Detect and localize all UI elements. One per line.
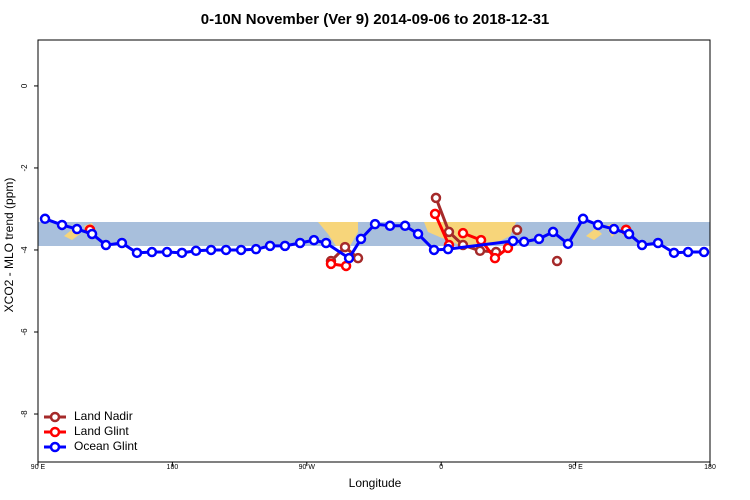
data-point <box>355 233 367 245</box>
data-point <box>71 223 83 235</box>
x-axis-label: Longitude <box>349 476 402 490</box>
data-point <box>279 240 291 252</box>
chart-title: 0-10N November (Ver 9) 2014-09-06 to 201… <box>201 11 550 28</box>
data-point <box>56 219 68 231</box>
data-point <box>352 252 364 264</box>
y-axis-label: XCO2 - MLO trend (ppm) <box>2 178 16 313</box>
data-point <box>320 237 332 249</box>
data-point <box>235 244 247 256</box>
data-point <box>86 228 98 240</box>
data-point <box>412 228 424 240</box>
data-point <box>682 246 694 258</box>
data-point <box>475 234 487 246</box>
x-tick-label: 90 E <box>568 464 583 471</box>
data-point <box>502 242 514 254</box>
data-point <box>131 247 143 259</box>
x-tick-label: 180 <box>704 464 716 471</box>
x-tick-label: 90 E <box>31 464 46 471</box>
y-tick-label: 0 <box>20 83 29 88</box>
data-point <box>384 220 396 232</box>
series-line <box>462 231 509 260</box>
y-tick-label: -4 <box>20 246 29 254</box>
data-point <box>264 240 276 252</box>
data-point <box>698 246 710 258</box>
data-point <box>220 244 232 256</box>
data-point <box>623 228 635 240</box>
data-point <box>325 258 337 270</box>
data-point <box>343 252 355 264</box>
x-tick-label: 0 <box>439 464 443 471</box>
data-point <box>592 219 604 231</box>
data-point <box>369 218 381 230</box>
data-point <box>100 239 112 251</box>
legend-marker <box>49 426 61 438</box>
data-point <box>668 247 680 259</box>
data-point <box>205 244 217 256</box>
data-point <box>474 245 486 257</box>
data-point <box>339 241 351 253</box>
data-point <box>39 213 51 225</box>
data-point <box>636 239 648 251</box>
legend-marker <box>49 441 61 453</box>
data-point <box>443 226 455 238</box>
data-point <box>442 243 454 255</box>
data-point <box>652 237 664 249</box>
data-point <box>518 236 530 248</box>
data-point <box>176 247 188 259</box>
legend-label: Land Nadir <box>74 409 133 423</box>
data-point <box>551 255 563 267</box>
data-point <box>507 235 519 247</box>
data-point <box>489 252 501 264</box>
data-point <box>430 192 442 204</box>
data-point <box>547 226 559 238</box>
data-point <box>190 245 202 257</box>
data-point <box>608 223 620 235</box>
x-tick-label: 180 <box>167 464 179 471</box>
legend-label: Land Glint <box>74 424 129 438</box>
data-point <box>562 238 574 250</box>
x-tick-label: 90 W <box>299 464 316 471</box>
y-tick-label: -6 <box>20 328 29 336</box>
data-point <box>308 234 320 246</box>
legend-marker <box>49 411 61 423</box>
data-point <box>250 243 262 255</box>
data-point <box>577 213 589 225</box>
data-point <box>399 220 411 232</box>
data-point <box>294 237 306 249</box>
plot-frame <box>37 39 711 463</box>
data-point <box>161 246 173 258</box>
data-point <box>116 237 128 249</box>
data-point <box>511 224 523 236</box>
data-point <box>146 246 158 258</box>
legend-label: Ocean Glint <box>74 439 138 453</box>
data-point <box>533 233 545 245</box>
y-tick-label: -2 <box>20 164 29 172</box>
y-tick-label: -8 <box>20 410 29 418</box>
series-line <box>433 213 451 246</box>
data-point <box>428 244 440 256</box>
data-point <box>429 208 441 220</box>
data-point <box>457 227 469 239</box>
